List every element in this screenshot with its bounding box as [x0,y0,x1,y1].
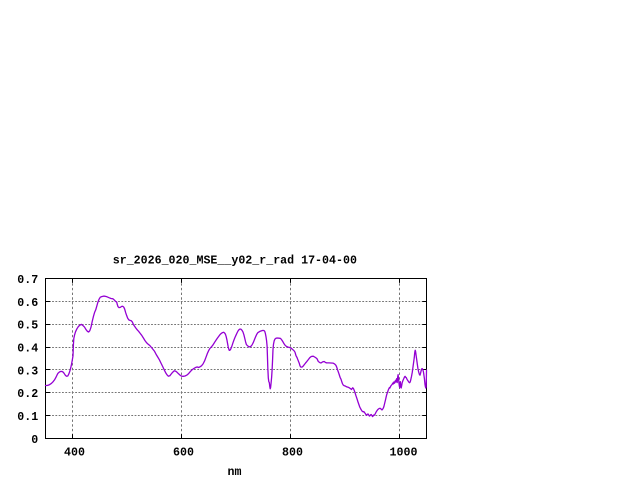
svg-text:1000: 1000 [390,446,418,459]
svg-text:800: 800 [282,446,303,459]
svg-text:0.6: 0.6 [17,297,38,310]
svg-text:0.7: 0.7 [17,274,38,287]
svg-text:0.1: 0.1 [17,411,38,424]
svg-text:0.4: 0.4 [17,342,38,355]
svg-text:nm: nm [228,466,242,479]
svg-text:400: 400 [64,446,85,459]
svg-text:0: 0 [31,434,38,447]
svg-text:0.2: 0.2 [17,388,38,401]
svg-text:600: 600 [173,446,194,459]
svg-text:0.3: 0.3 [17,365,38,378]
svg-text:0.5: 0.5 [17,320,38,333]
svg-text:sr_2026_020_MSE__y02_r_rad 17-: sr_2026_020_MSE__y02_r_rad 17-04-00 [113,254,357,267]
